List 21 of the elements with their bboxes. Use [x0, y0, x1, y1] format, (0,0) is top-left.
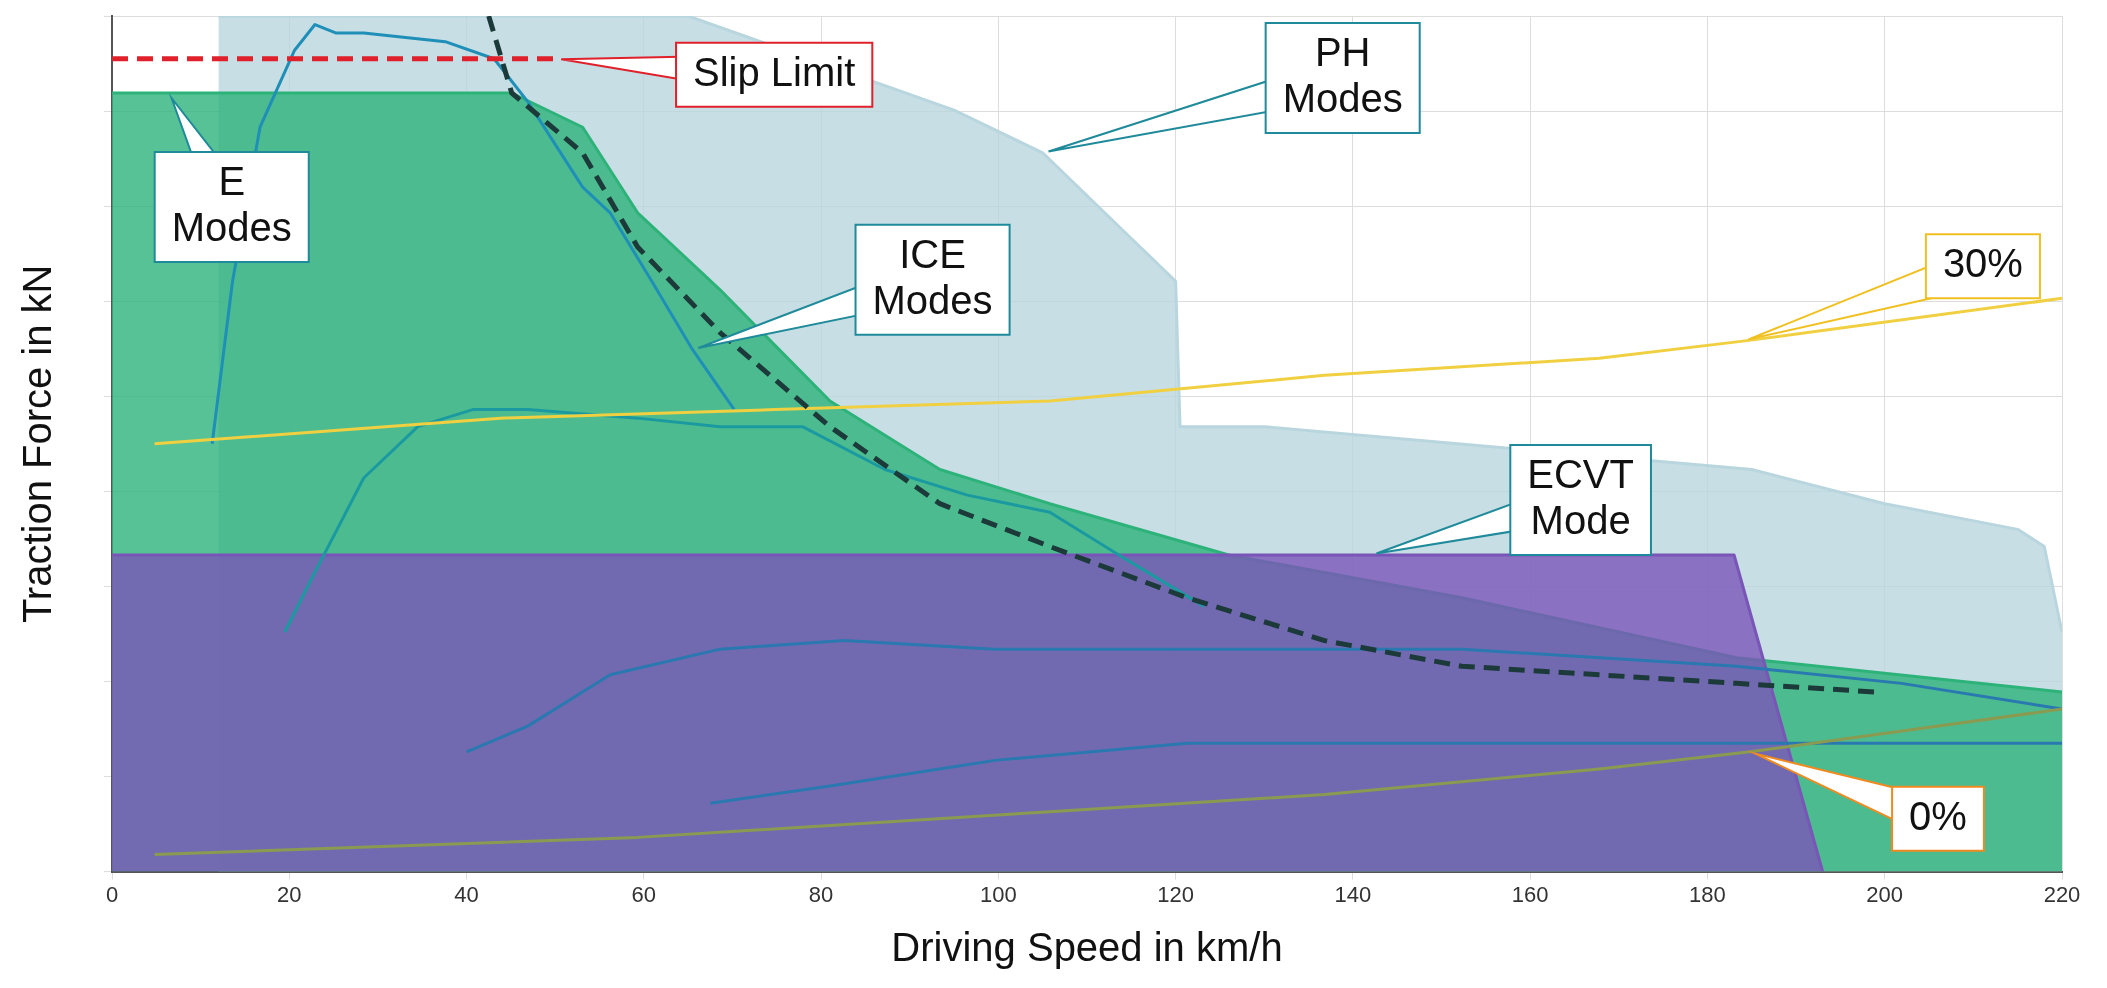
x-tick-label: 120	[1157, 881, 1194, 907]
x-tick-label: 220	[2043, 881, 2081, 907]
x-tick-label: 200	[1866, 881, 1904, 907]
x-tick-label: 100	[980, 881, 1017, 907]
x-tick-label: 160	[1511, 881, 1549, 907]
annotation: ICE Modes	[872, 231, 993, 322]
x-axis-title: Driving Speed in km/h	[891, 925, 1283, 970]
annotation: Slip Limit	[693, 49, 856, 94]
x-tick-label: 140	[1334, 881, 1372, 907]
x-tick-label: 0	[105, 881, 119, 907]
annotation: 30%	[1942, 241, 2023, 286]
x-tick-label: 40	[454, 881, 479, 907]
annotation: E Modes	[171, 159, 292, 250]
y-axis-title: Traction Force in kN	[15, 264, 60, 624]
x-tick-label: 80	[808, 881, 834, 907]
x-tick-label: 20	[277, 881, 302, 907]
annotation: ECVT Mode	[1527, 452, 1634, 543]
annotation: PH Modes	[1282, 29, 1403, 120]
x-tick-label: 180	[1689, 881, 1726, 907]
annotation: 0%	[1909, 793, 1967, 838]
x-tick-label: 60	[631, 881, 657, 907]
